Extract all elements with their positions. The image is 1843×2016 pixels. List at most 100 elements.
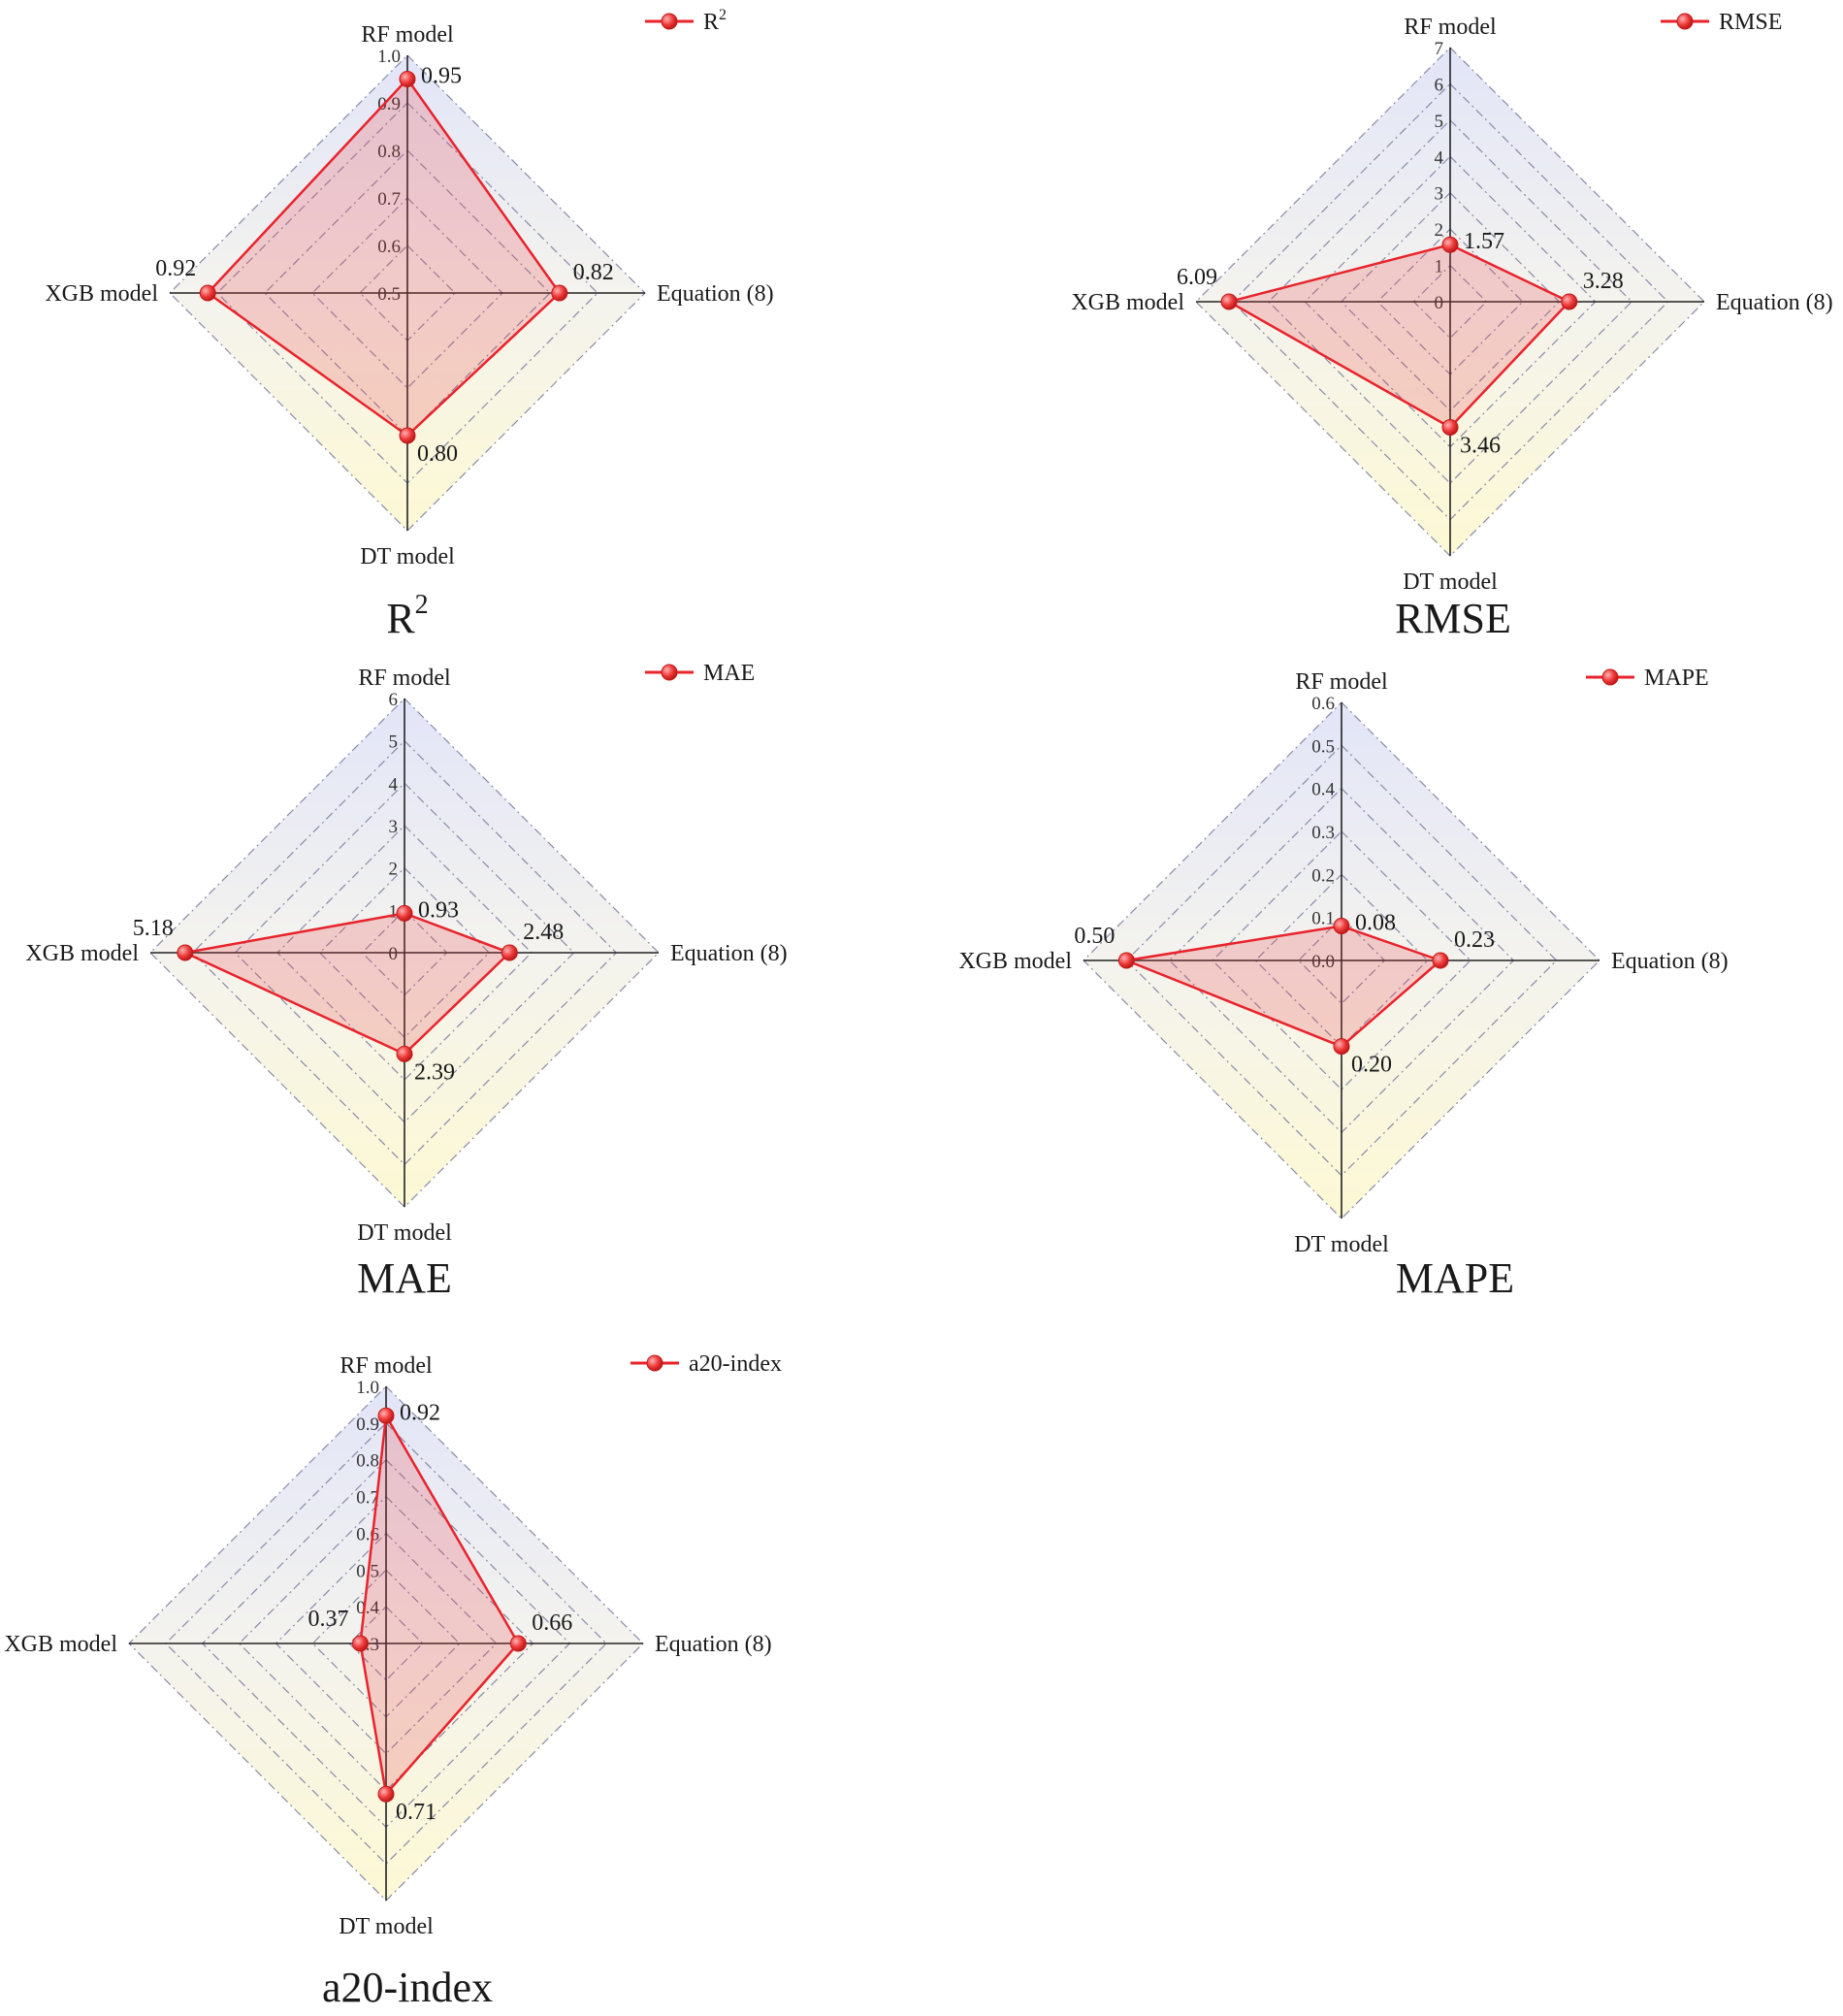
grid-ring bbox=[165, 1422, 607, 1865]
axis-label-equation: Equation (8) bbox=[655, 1632, 772, 1657]
chart-caption-text: MAPE bbox=[1396, 1254, 1514, 1302]
axis-label-dt: DT model bbox=[360, 544, 455, 569]
legend-label-text: a20-index bbox=[689, 1351, 782, 1377]
legend-label-text: MAPE bbox=[1644, 666, 1709, 691]
axis-label-rf: RF model bbox=[358, 666, 451, 691]
legend-label: MAE bbox=[703, 661, 755, 686]
data-label: 0.37 bbox=[308, 1607, 349, 1632]
grid-ring bbox=[1083, 701, 1600, 1219]
axis-label-rf: RF model bbox=[1295, 669, 1388, 695]
radar-chart-5: 0.30.40.50.60.70.80.91.0RF modelEquation… bbox=[4, 1351, 782, 2011]
data-label: 0.66 bbox=[532, 1610, 572, 1636]
tick-label: 1 bbox=[1435, 257, 1444, 277]
data-label: 0.23 bbox=[1454, 927, 1495, 953]
axis-label-xgb: XGB model bbox=[958, 949, 1072, 974]
tick-label: 0.2 bbox=[1311, 865, 1335, 886]
grid-ring bbox=[1268, 119, 1633, 484]
data-label: 0.92 bbox=[155, 256, 196, 281]
legend-label-text: MAE bbox=[703, 661, 755, 686]
tick-label: 1 bbox=[389, 901, 399, 922]
chart-caption: MAPE bbox=[1396, 1254, 1514, 1302]
tick-label: 1.0 bbox=[377, 47, 401, 67]
grid-ring bbox=[191, 739, 618, 1166]
axis-label-dt: DT model bbox=[1294, 1232, 1389, 1257]
tick-label: 0.9 bbox=[356, 1414, 379, 1435]
data-point bbox=[177, 944, 194, 961]
data-label: 2.39 bbox=[414, 1059, 455, 1085]
data-point bbox=[1333, 1038, 1350, 1056]
data-point bbox=[199, 284, 216, 302]
axis-label-equation: Equation (8) bbox=[1716, 290, 1833, 315]
chart-caption-text: R bbox=[386, 595, 415, 642]
radar-chart-2: 0 1 2 3 4 5 6 7RF model Equation (8) DT model XGB … bbox=[1071, 10, 1832, 642]
axis-label-xgb: XGB model bbox=[4, 1632, 117, 1657]
axis-label-dt: DT model bbox=[1403, 569, 1498, 595]
tick-label: 0.9 bbox=[377, 94, 401, 114]
data-label: 2.48 bbox=[523, 920, 564, 945]
tick-label: 0 bbox=[1435, 293, 1444, 313]
axis-label-xgb: XGB model bbox=[45, 281, 158, 307]
radar-chart-1: 0.5 0.6 0.7 0.8 0.9 1.0RF model Equation (8) DT… bbox=[45, 7, 773, 642]
data-point bbox=[551, 284, 568, 302]
axis-label-equation: Equation (8) bbox=[657, 281, 774, 307]
tick-label: 2 bbox=[1435, 220, 1444, 241]
tick-label: 3 bbox=[1435, 184, 1444, 205]
data-label: 1.57 bbox=[1464, 229, 1504, 254]
axis-label-dt: DT model bbox=[357, 1220, 452, 1246]
axis-label-equation: Equation (8) bbox=[1611, 949, 1729, 974]
data-label: 5.18 bbox=[133, 916, 174, 941]
legend: MAE bbox=[645, 661, 755, 686]
chart-caption: MAE bbox=[357, 1254, 452, 1302]
data-point bbox=[396, 904, 413, 922]
chart-caption: RMSE bbox=[1395, 595, 1511, 642]
tick-label: 0.6 bbox=[377, 237, 401, 257]
grid-ring bbox=[361, 909, 448, 996]
legend: a20-index bbox=[630, 1351, 782, 1377]
legend-label: R2 bbox=[703, 7, 727, 35]
chart-caption-text: MAE bbox=[357, 1254, 452, 1302]
data-label: 0.95 bbox=[421, 64, 462, 89]
data-label: 0.71 bbox=[396, 1800, 436, 1825]
data-point bbox=[1441, 419, 1459, 437]
axis-label-xgb: XGB model bbox=[1071, 290, 1184, 315]
data-label: 3.46 bbox=[1460, 434, 1501, 459]
axis-label-xgb: XGB model bbox=[25, 941, 139, 966]
legend-label-sup: 2 bbox=[719, 7, 727, 23]
legend-label: MAPE bbox=[1644, 666, 1709, 691]
data-point bbox=[399, 427, 416, 444]
data-label: 3.28 bbox=[1583, 269, 1624, 294]
chart-caption-text: RMSE bbox=[1395, 595, 1511, 642]
tick-label: 5 bbox=[1435, 112, 1444, 132]
tick-label: 4 bbox=[389, 774, 399, 795]
radar-chart-4: 0.0 0.1 0.2 0.3 0.4 0.5 0.6RF model Equation (8… bbox=[958, 666, 1728, 1302]
data-label: 6.09 bbox=[1177, 265, 1217, 290]
legend-label: a20-index bbox=[689, 1351, 782, 1377]
chart-caption: R2 bbox=[386, 590, 428, 642]
tick-label: 0.6 bbox=[1311, 694, 1335, 714]
tick-label: 0.0 bbox=[1311, 952, 1335, 972]
tick-label: 0.4 bbox=[356, 1598, 379, 1618]
data-point bbox=[1432, 952, 1449, 969]
tick-label: 0.5 bbox=[1311, 736, 1335, 757]
axis-label-dt: DT model bbox=[339, 1914, 434, 1939]
legend-marker bbox=[1601, 668, 1619, 686]
radar-chart-3: 0 1 2 3 4 5 6RF model Equation (8) DT model XGB m… bbox=[25, 661, 787, 1302]
tick-label: 0.7 bbox=[377, 189, 401, 210]
legend-label: RMSE bbox=[1719, 10, 1782, 35]
grid-ring bbox=[1297, 916, 1386, 1005]
tick-label: 6 bbox=[1435, 75, 1444, 95]
data-point bbox=[1561, 293, 1578, 310]
tick-label: 2 bbox=[389, 860, 399, 880]
data-label: 0.50 bbox=[1074, 924, 1115, 949]
chart-caption-sup: 2 bbox=[415, 590, 429, 620]
data-point bbox=[1333, 918, 1350, 935]
legend: MAPE bbox=[1586, 666, 1709, 691]
grid-ring bbox=[311, 197, 503, 389]
tick-label: 0.4 bbox=[1311, 780, 1335, 800]
data-point bbox=[1441, 236, 1459, 253]
legend-marker bbox=[661, 13, 678, 30]
tick-label: 7 bbox=[1435, 39, 1444, 59]
data-label: 0.92 bbox=[400, 1400, 440, 1425]
tick-label: 4 bbox=[1435, 147, 1444, 168]
